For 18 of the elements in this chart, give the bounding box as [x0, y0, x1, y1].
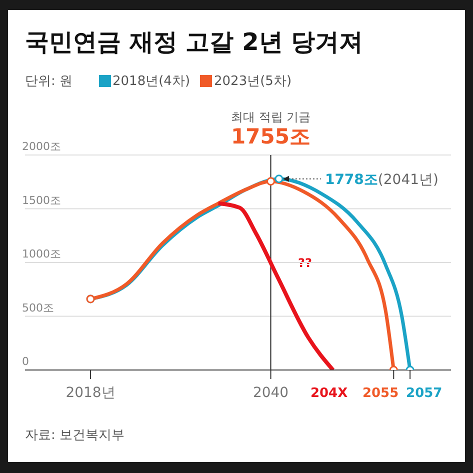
annotation: 1778조(2041년)	[324, 172, 438, 188]
x-tick-label: 2018년	[66, 385, 116, 401]
annotation: 2057	[406, 386, 442, 401]
chart-title: 국민연금 재정 고갈 2년 당겨져	[25, 27, 364, 58]
y-tick-label: 0	[22, 355, 29, 368]
x-tick-label: 2040	[252, 385, 289, 401]
y-tick-label: 500조	[22, 301, 54, 314]
legend-label: 2018년(4차)	[112, 73, 190, 90]
text: 자료: 보건복지부	[25, 427, 125, 444]
annotation: 1755조	[231, 124, 310, 148]
y-tick-label: 2000조	[22, 140, 61, 153]
annotation: 2055	[362, 386, 399, 401]
annotation: 204X	[310, 386, 348, 401]
text: 단위: 원	[25, 73, 73, 90]
y-tick-label: 1500조	[22, 194, 61, 207]
y-tick-label: 1000조	[22, 248, 61, 260]
text: 최대 적립 기금	[230, 110, 311, 124]
legend-label: 2023년(5차)	[213, 73, 292, 90]
